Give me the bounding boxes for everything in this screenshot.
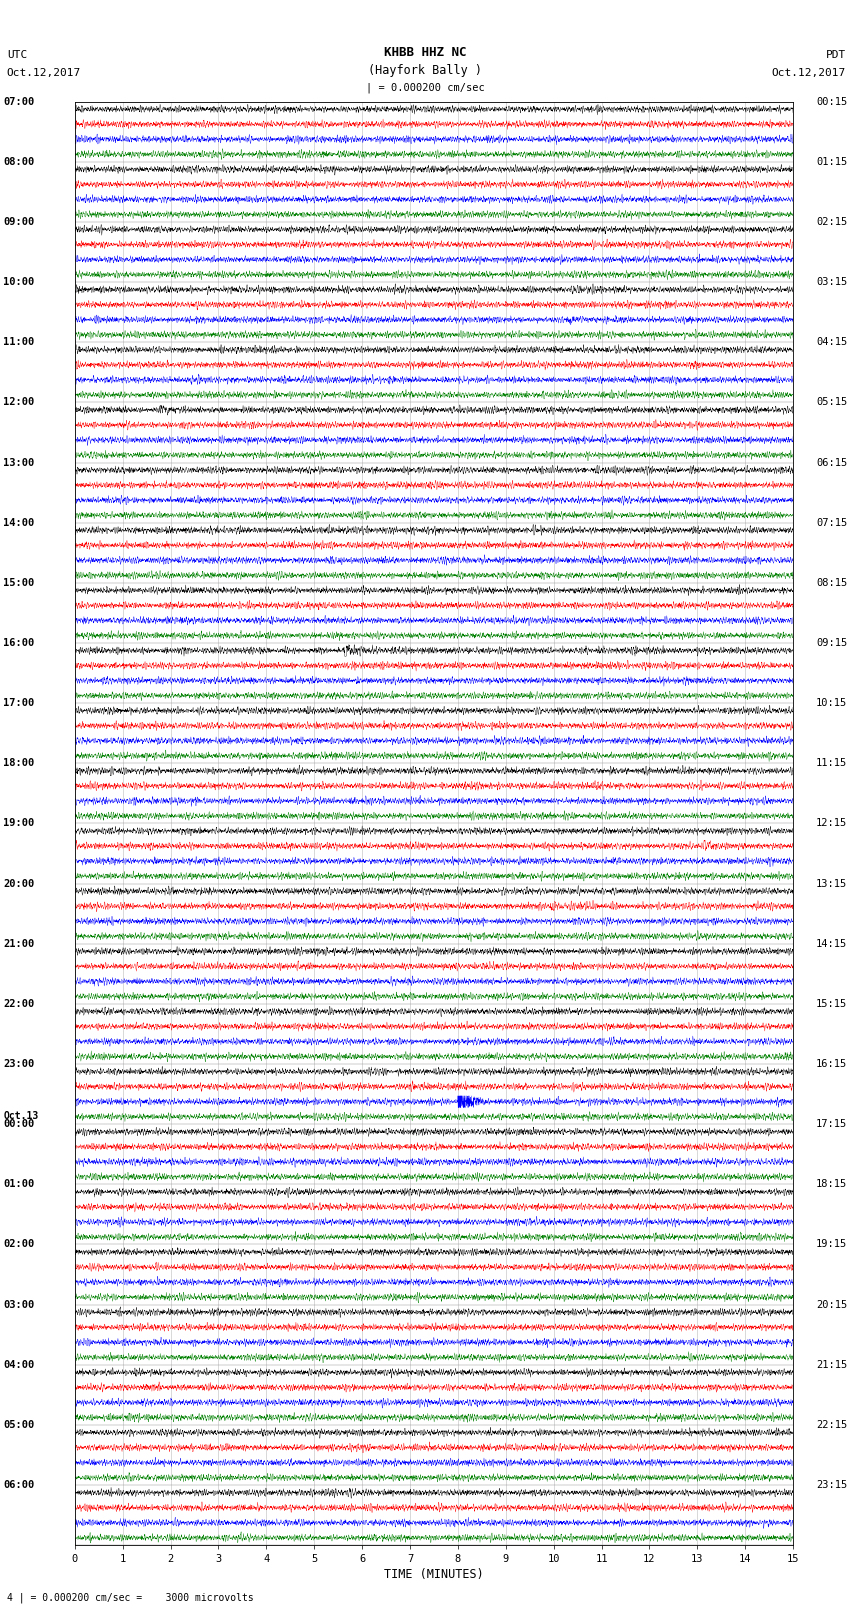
Text: 13:00: 13:00 bbox=[3, 458, 35, 468]
Text: 04:00: 04:00 bbox=[3, 1360, 35, 1369]
Text: 20:15: 20:15 bbox=[816, 1300, 847, 1310]
Text: 19:15: 19:15 bbox=[816, 1239, 847, 1250]
Text: 23:15: 23:15 bbox=[816, 1481, 847, 1490]
Text: PDT: PDT bbox=[825, 50, 846, 60]
Text: 19:00: 19:00 bbox=[3, 818, 35, 829]
Text: 21:00: 21:00 bbox=[3, 939, 35, 948]
Text: 10:15: 10:15 bbox=[816, 698, 847, 708]
Text: 07:00: 07:00 bbox=[3, 97, 35, 106]
Text: 03:15: 03:15 bbox=[816, 277, 847, 287]
Text: 00:00: 00:00 bbox=[3, 1119, 35, 1129]
Text: 11:00: 11:00 bbox=[3, 337, 35, 347]
Text: 09:00: 09:00 bbox=[3, 216, 35, 227]
Text: Oct.13: Oct.13 bbox=[3, 1111, 38, 1121]
Text: 04:15: 04:15 bbox=[816, 337, 847, 347]
Text: 16:00: 16:00 bbox=[3, 639, 35, 648]
Text: 18:15: 18:15 bbox=[816, 1179, 847, 1189]
Text: 20:00: 20:00 bbox=[3, 879, 35, 889]
Text: 13:15: 13:15 bbox=[816, 879, 847, 889]
Text: 16:15: 16:15 bbox=[816, 1060, 847, 1069]
Text: 12:00: 12:00 bbox=[3, 397, 35, 408]
Text: 02:00: 02:00 bbox=[3, 1239, 35, 1250]
Text: 03:00: 03:00 bbox=[3, 1300, 35, 1310]
X-axis label: TIME (MINUTES): TIME (MINUTES) bbox=[384, 1568, 484, 1581]
Text: 08:00: 08:00 bbox=[3, 156, 35, 166]
Text: 02:15: 02:15 bbox=[816, 216, 847, 227]
Text: 23:00: 23:00 bbox=[3, 1060, 35, 1069]
Text: 01:00: 01:00 bbox=[3, 1179, 35, 1189]
Text: 22:15: 22:15 bbox=[816, 1419, 847, 1431]
Text: 01:15: 01:15 bbox=[816, 156, 847, 166]
Text: 14:15: 14:15 bbox=[816, 939, 847, 948]
Text: Oct.12,2017: Oct.12,2017 bbox=[7, 68, 81, 77]
Text: 22:00: 22:00 bbox=[3, 998, 35, 1008]
Text: 07:15: 07:15 bbox=[816, 518, 847, 527]
Text: 06:15: 06:15 bbox=[816, 458, 847, 468]
Text: 00:15: 00:15 bbox=[816, 97, 847, 106]
Text: 12:15: 12:15 bbox=[816, 818, 847, 829]
Text: Oct.12,2017: Oct.12,2017 bbox=[772, 68, 846, 77]
Text: 06:00: 06:00 bbox=[3, 1481, 35, 1490]
Text: 05:15: 05:15 bbox=[816, 397, 847, 408]
Text: 17:00: 17:00 bbox=[3, 698, 35, 708]
Text: 09:15: 09:15 bbox=[816, 639, 847, 648]
Text: 4 | = 0.000200 cm/sec =    3000 microvolts: 4 | = 0.000200 cm/sec = 3000 microvolts bbox=[7, 1592, 253, 1603]
Text: UTC: UTC bbox=[7, 50, 27, 60]
Text: 15:15: 15:15 bbox=[816, 998, 847, 1008]
Text: 14:00: 14:00 bbox=[3, 518, 35, 527]
Text: 05:00: 05:00 bbox=[3, 1419, 35, 1431]
Text: 21:15: 21:15 bbox=[816, 1360, 847, 1369]
Text: KHBB HHZ NC: KHBB HHZ NC bbox=[383, 47, 467, 60]
Text: 10:00: 10:00 bbox=[3, 277, 35, 287]
Text: 11:15: 11:15 bbox=[816, 758, 847, 768]
Text: 17:15: 17:15 bbox=[816, 1119, 847, 1129]
Text: (Hayfork Bally ): (Hayfork Bally ) bbox=[368, 65, 482, 77]
Text: | = 0.000200 cm/sec: | = 0.000200 cm/sec bbox=[366, 82, 484, 94]
Text: 15:00: 15:00 bbox=[3, 577, 35, 587]
Text: 18:00: 18:00 bbox=[3, 758, 35, 768]
Text: 08:15: 08:15 bbox=[816, 577, 847, 587]
